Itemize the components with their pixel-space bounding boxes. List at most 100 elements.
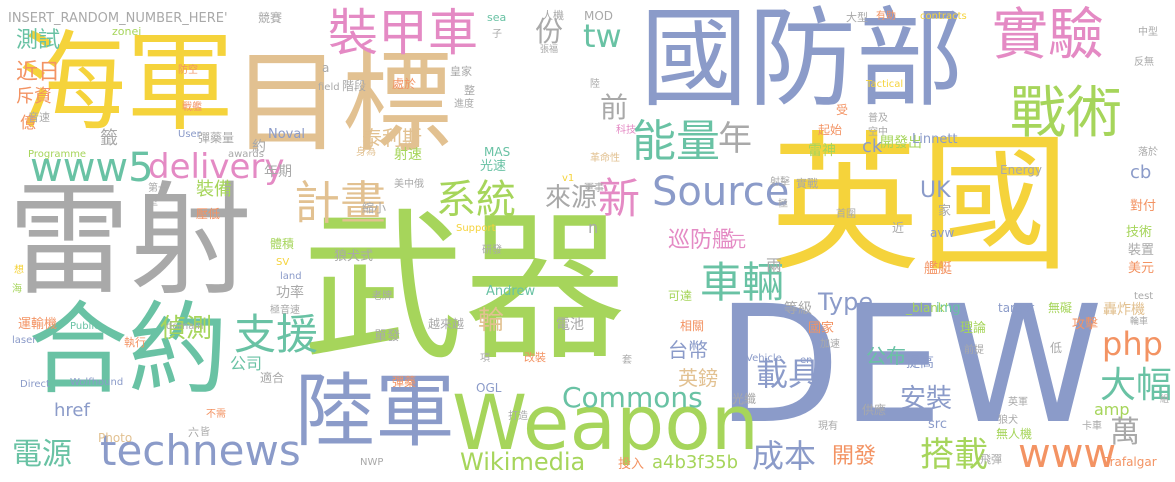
word: 狼犬 <box>998 415 1018 426</box>
word: 近 <box>892 221 905 235</box>
word: 皇家 <box>450 65 472 78</box>
word: 普及 <box>868 113 888 124</box>
word: target <box>998 301 1035 315</box>
word: 受 <box>836 103 849 117</box>
word: v1 <box>562 173 575 184</box>
word: 籤 <box>100 128 118 149</box>
word: 實驗 <box>992 3 1104 68</box>
word: 整 <box>464 84 475 97</box>
word: ck <box>862 136 883 157</box>
word: 人機 <box>542 9 564 22</box>
word: tw <box>583 17 622 55</box>
word: 英鎊 <box>678 366 718 390</box>
word: 套 <box>622 355 632 366</box>
word: 國防部 <box>640 0 965 122</box>
word: 飛彈 <box>980 453 1002 466</box>
word: 射速 <box>394 147 422 163</box>
word: SV <box>276 257 290 268</box>
word: 供應 <box>862 403 887 417</box>
word: UK <box>920 178 951 203</box>
word: Direct <box>20 379 50 390</box>
word: technews <box>100 426 301 475</box>
word: 音速 <box>28 111 50 124</box>
word: 張福 <box>540 45 559 55</box>
word: 光纖 <box>732 392 757 406</box>
word: 加速 <box>820 339 840 350</box>
word: sea <box>487 11 507 24</box>
word: 階段 <box>342 79 367 93</box>
word: 投入 <box>618 457 645 472</box>
word: 約 <box>252 139 266 155</box>
word: 改裝 <box>524 351 546 364</box>
word: img <box>936 301 961 316</box>
word: 元 <box>730 232 747 251</box>
word: 近日 <box>16 60 61 85</box>
word: 想 <box>14 265 24 276</box>
word: 競賽 <box>258 11 283 25</box>
word: 相關 <box>680 319 705 333</box>
word: 轟炸機 <box>1103 302 1145 318</box>
word: 偵測 <box>160 314 213 344</box>
word: 目標 <box>232 39 452 167</box>
word: 成本 <box>752 437 817 475</box>
word: 艦艇 <box>924 261 952 277</box>
word: 輪車 <box>1130 317 1149 327</box>
word: 身為 <box>356 147 376 158</box>
word: Programme <box>28 149 87 160</box>
word: 現有 <box>818 421 838 432</box>
word: NWP <box>360 457 384 468</box>
word: 斥資 <box>16 86 52 107</box>
word: 台幣 <box>668 338 708 362</box>
word: 大型 <box>846 11 868 24</box>
word: 項 <box>480 353 490 364</box>
word: 公布 <box>866 344 906 368</box>
word: 合約 <box>28 291 228 408</box>
word: Trafalgar <box>1104 455 1157 469</box>
word: 執行 <box>124 336 146 349</box>
word: 射擊 <box>770 177 790 188</box>
word: zonei <box>112 25 142 38</box>
word: avw <box>930 226 955 240</box>
word: 支援 <box>234 310 319 359</box>
word: a <box>322 61 330 75</box>
word: www5 <box>30 145 154 191</box>
word: 兩 <box>766 256 783 275</box>
word: 卡車 <box>1082 421 1102 432</box>
word: cb <box>1130 162 1152 183</box>
word: 能量 <box>632 116 720 167</box>
word: 開發出 <box>880 135 922 151</box>
word: 彈藥 <box>392 375 417 389</box>
word: 縮小 <box>362 201 387 215</box>
word: 研發 <box>482 245 502 256</box>
word: 大幅 <box>1100 365 1173 406</box>
word: 實戰 <box>796 177 818 190</box>
word: 英軍 <box>1008 397 1028 408</box>
word: n <box>588 218 599 237</box>
word: 海軍 <box>18 21 235 146</box>
word: Wikimedia <box>460 448 586 476</box>
word: 前 <box>600 91 629 124</box>
word: Linnett <box>912 132 958 147</box>
word: 來源 <box>545 183 598 213</box>
word: Vehicle <box>746 353 782 364</box>
word: 彈藥量 <box>198 131 235 145</box>
word: 落於 <box>1138 147 1158 158</box>
word: 雷神 <box>808 143 836 159</box>
word: 武器 <box>302 195 626 383</box>
word: Source <box>652 169 790 215</box>
word: 光速 <box>480 159 507 174</box>
word: 電池 <box>556 317 584 333</box>
word: 裝備 <box>196 179 232 200</box>
word: MAS <box>484 145 511 159</box>
word: Support <box>456 223 496 234</box>
word: php <box>1102 325 1163 363</box>
word: 功率 <box>276 285 304 301</box>
word: 無人機 <box>996 427 1033 441</box>
word: 英國 <box>770 118 1071 292</box>
word: MOD <box>584 9 614 23</box>
word: 海 <box>12 284 22 295</box>
word: Noval <box>268 127 305 142</box>
word: delivery <box>148 147 285 187</box>
word: 戰術 <box>1010 81 1122 146</box>
word: 皆 <box>200 427 210 438</box>
